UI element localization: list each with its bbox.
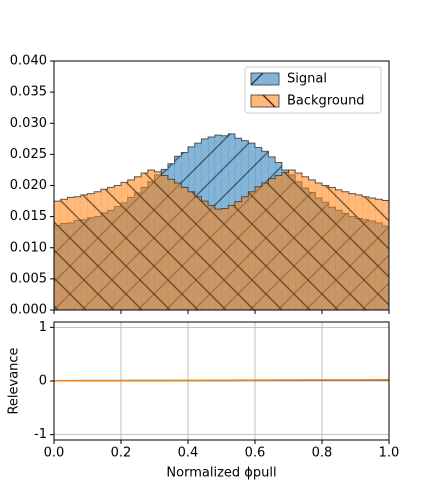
y-tick-label: 0.030 xyxy=(10,116,47,131)
x-axis-label: Normalized ϕpull xyxy=(166,466,276,481)
relevance-line xyxy=(53,378,390,382)
bar-hatch xyxy=(201,201,209,310)
bar-hatch xyxy=(194,196,202,310)
bar-hatch xyxy=(174,183,182,310)
x-tick-label: 0.2 xyxy=(111,446,132,461)
bar-hatch xyxy=(54,201,61,310)
y-tick-label: 0.010 xyxy=(10,240,47,255)
y-tick-label: 0.035 xyxy=(10,85,47,100)
bar-hatch xyxy=(268,178,276,310)
bar-hatch xyxy=(368,197,376,310)
bar-hatch xyxy=(315,183,323,310)
bar-hatch xyxy=(241,196,249,310)
legend-label: Background xyxy=(287,94,365,109)
bar-hatch xyxy=(74,196,82,310)
x-tick-label: 0.6 xyxy=(245,446,266,461)
bar-hatch xyxy=(382,200,390,310)
bar-hatch xyxy=(161,175,169,310)
bar-hatch xyxy=(94,191,102,310)
bar-hatch xyxy=(228,205,236,310)
bar-hatch xyxy=(60,199,68,310)
bar-hatch xyxy=(214,209,222,310)
y-tick-label: 0 xyxy=(39,374,47,389)
bar-hatch xyxy=(355,194,363,310)
bar-hatch xyxy=(127,179,135,310)
bar-hatch xyxy=(348,193,356,310)
bar-hatch xyxy=(281,172,289,310)
y-tick-label: 0.000 xyxy=(10,303,47,318)
y-tick-label: 0.015 xyxy=(10,209,47,224)
y-axis-label: Relevance xyxy=(7,347,22,414)
bar-hatch xyxy=(261,183,269,310)
bar-hatch xyxy=(255,186,262,310)
bar-hatch xyxy=(121,182,128,310)
y-tick-label: 1 xyxy=(39,320,47,335)
bar-hatch xyxy=(301,176,309,310)
histogram-outline xyxy=(53,169,390,310)
bar-hatch xyxy=(221,208,229,310)
bar-hatch xyxy=(100,189,108,310)
y-tick-label: 0.025 xyxy=(10,147,47,162)
y-tick-label: 0.005 xyxy=(10,271,47,286)
bar-hatch xyxy=(87,193,95,310)
bar-hatch xyxy=(375,199,383,310)
bar-hatch xyxy=(275,175,283,310)
bar-hatch xyxy=(234,201,242,310)
bar-hatch xyxy=(141,173,149,310)
bar-hatch xyxy=(134,176,142,310)
bar-hatch xyxy=(181,187,189,310)
bar-hatch xyxy=(295,173,303,310)
bar-hatch xyxy=(208,205,216,310)
legend-swatch-hatch xyxy=(250,94,280,108)
y-tick-label: -1 xyxy=(34,427,47,442)
bar-hatch xyxy=(147,169,155,310)
bar-hatch xyxy=(362,196,370,310)
bar-hatch xyxy=(80,194,88,310)
bar-hatch xyxy=(342,191,350,310)
bar-hatch xyxy=(248,191,256,310)
bar-hatch xyxy=(114,185,122,310)
x-tick-label: 0.4 xyxy=(178,446,199,461)
bar-hatch xyxy=(322,185,329,310)
bar-hatch xyxy=(107,187,115,310)
bar-hatch xyxy=(188,191,195,310)
bar-hatch xyxy=(288,169,296,310)
x-tick-label: 0.0 xyxy=(44,446,65,461)
bar-hatch xyxy=(167,179,175,310)
bar-hatch xyxy=(308,179,316,310)
x-tick-label: 0.8 xyxy=(312,446,333,461)
bar-hatch xyxy=(67,197,75,310)
y-tick-label: 0.020 xyxy=(10,178,47,193)
y-tick-label: 0.040 xyxy=(10,54,47,69)
legend-label: Signal xyxy=(287,72,327,87)
bar-hatch xyxy=(154,171,162,310)
bar-hatch xyxy=(328,187,336,310)
x-tick-label: 1.0 xyxy=(379,446,400,461)
legend-swatch-hatch xyxy=(250,72,280,86)
histogram-1 xyxy=(53,169,390,310)
bar-hatch xyxy=(335,189,343,310)
